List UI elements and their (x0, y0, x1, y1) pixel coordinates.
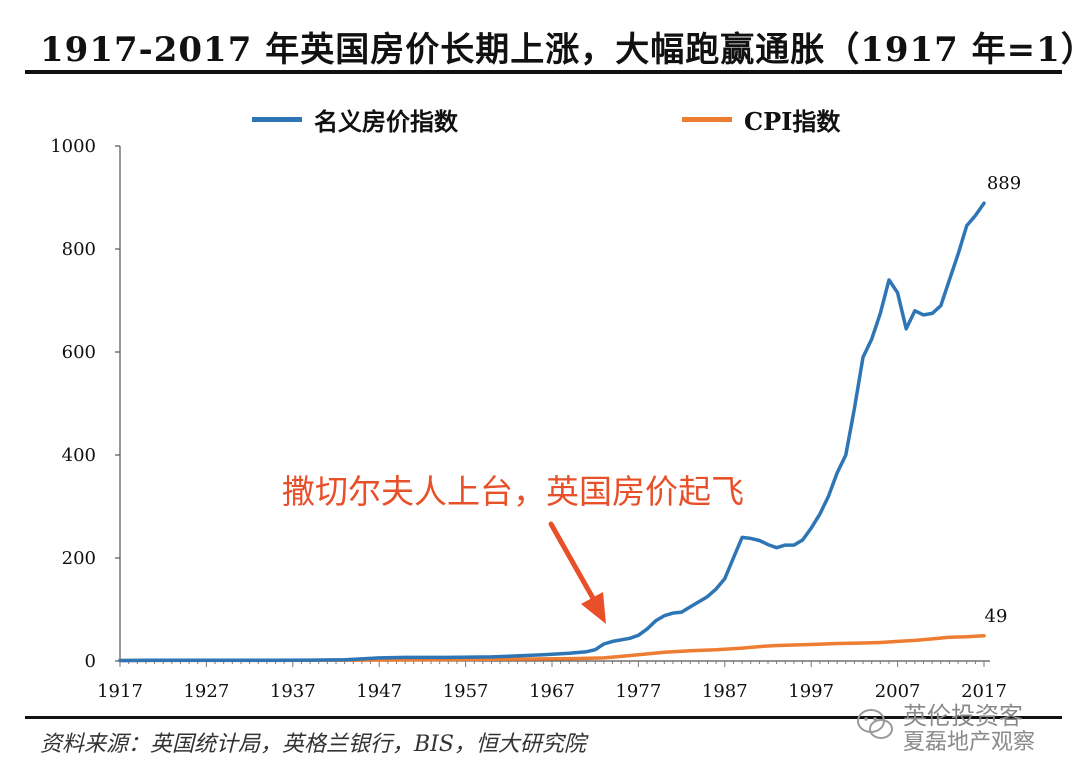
y-tick-label: 0 (85, 651, 96, 672)
annotation-arrow-shaft (548, 521, 597, 603)
x-tick-label: 2007 (875, 681, 921, 702)
x-tick-label: 1937 (270, 681, 316, 702)
x-tick-label: 1957 (443, 681, 489, 702)
y-tick-label: 200 (62, 548, 96, 569)
legend-label-house: 名义房价指数 (314, 107, 458, 136)
y-tick-label: 800 (62, 239, 96, 260)
legend-item-house: 名义房价指数 (252, 102, 458, 137)
data-label-cpi-end: 49 (985, 606, 1008, 627)
footer-rule (25, 716, 1062, 719)
annotation-text: 撒切尔夫人上台，英国房价起飞 (282, 472, 744, 511)
x-tick-label: 1987 (702, 681, 748, 702)
series-line-house (118, 201, 986, 663)
wechat-icon (857, 709, 893, 739)
source-note: 资料来源：英国统计局，英格兰银行，BIS，恒大研究院 (40, 732, 586, 757)
y-tick-label: 600 (62, 342, 96, 363)
legend-swatch-cpi (682, 117, 732, 122)
y-tick-label: 400 (62, 445, 96, 466)
x-tick-label: 1927 (183, 681, 229, 702)
legend-item-cpi: CPI指数 (682, 102, 840, 137)
x-tick-label: 1977 (615, 681, 661, 702)
x-tick-label: 1997 (788, 681, 834, 702)
legend-swatch-house (252, 117, 302, 122)
y-tick-label: 1000 (50, 136, 96, 157)
title-rule (25, 70, 1062, 74)
series-line-cpi (118, 634, 986, 663)
watermark-line1: 英伦投资客 (903, 702, 1023, 730)
annotation-arrow-head (581, 592, 606, 624)
chart-title: 1917-2017 年英国房价长期上涨，大幅跑赢通胀（1917 年=1） (40, 30, 1080, 70)
x-tick-label: 2017 (961, 681, 1007, 702)
legend: 名义房价指数 CPI指数 (0, 102, 1080, 136)
legend-label-cpi: CPI指数 (744, 107, 841, 136)
data-label-house-end: 889 (987, 173, 1021, 194)
x-tick-label: 1947 (356, 681, 402, 702)
x-tick-label: 1967 (529, 681, 575, 702)
watermark: 英伦投资客 夏磊地产观察 (855, 696, 1065, 756)
x-tick-label: 1917 (97, 681, 143, 702)
watermark-line2: 夏磊地产观察 (903, 730, 1036, 755)
